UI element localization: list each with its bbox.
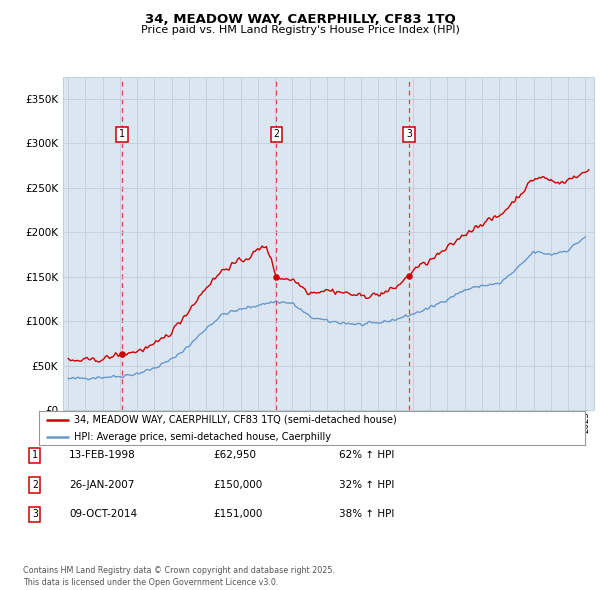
Text: 34, MEADOW WAY, CAERPHILLY, CF83 1TQ (semi-detached house): 34, MEADOW WAY, CAERPHILLY, CF83 1TQ (se… bbox=[74, 415, 397, 425]
Text: Price paid vs. HM Land Registry's House Price Index (HPI): Price paid vs. HM Land Registry's House … bbox=[140, 25, 460, 35]
Text: 13-FEB-1998: 13-FEB-1998 bbox=[69, 451, 136, 460]
Point bbox=[117, 349, 127, 359]
Point bbox=[271, 272, 281, 281]
Text: Contains HM Land Registry data © Crown copyright and database right 2025.
This d: Contains HM Land Registry data © Crown c… bbox=[23, 566, 335, 587]
Text: 1: 1 bbox=[119, 129, 125, 139]
Text: HPI: Average price, semi-detached house, Caerphilly: HPI: Average price, semi-detached house,… bbox=[74, 432, 331, 442]
Text: £150,000: £150,000 bbox=[213, 480, 262, 490]
Text: 62% ↑ HPI: 62% ↑ HPI bbox=[339, 451, 394, 460]
Text: 34, MEADOW WAY, CAERPHILLY, CF83 1TQ: 34, MEADOW WAY, CAERPHILLY, CF83 1TQ bbox=[145, 13, 455, 26]
Text: 3: 3 bbox=[406, 129, 412, 139]
Text: 1: 1 bbox=[32, 451, 38, 460]
Text: 2: 2 bbox=[274, 129, 279, 139]
Text: £62,950: £62,950 bbox=[213, 451, 256, 460]
Text: 38% ↑ HPI: 38% ↑ HPI bbox=[339, 510, 394, 519]
Text: 09-OCT-2014: 09-OCT-2014 bbox=[69, 510, 137, 519]
Text: £151,000: £151,000 bbox=[213, 510, 262, 519]
Text: 32% ↑ HPI: 32% ↑ HPI bbox=[339, 480, 394, 490]
Text: 2: 2 bbox=[32, 480, 38, 490]
Text: 3: 3 bbox=[32, 510, 38, 519]
Point bbox=[404, 271, 414, 280]
Text: 26-JAN-2007: 26-JAN-2007 bbox=[69, 480, 134, 490]
